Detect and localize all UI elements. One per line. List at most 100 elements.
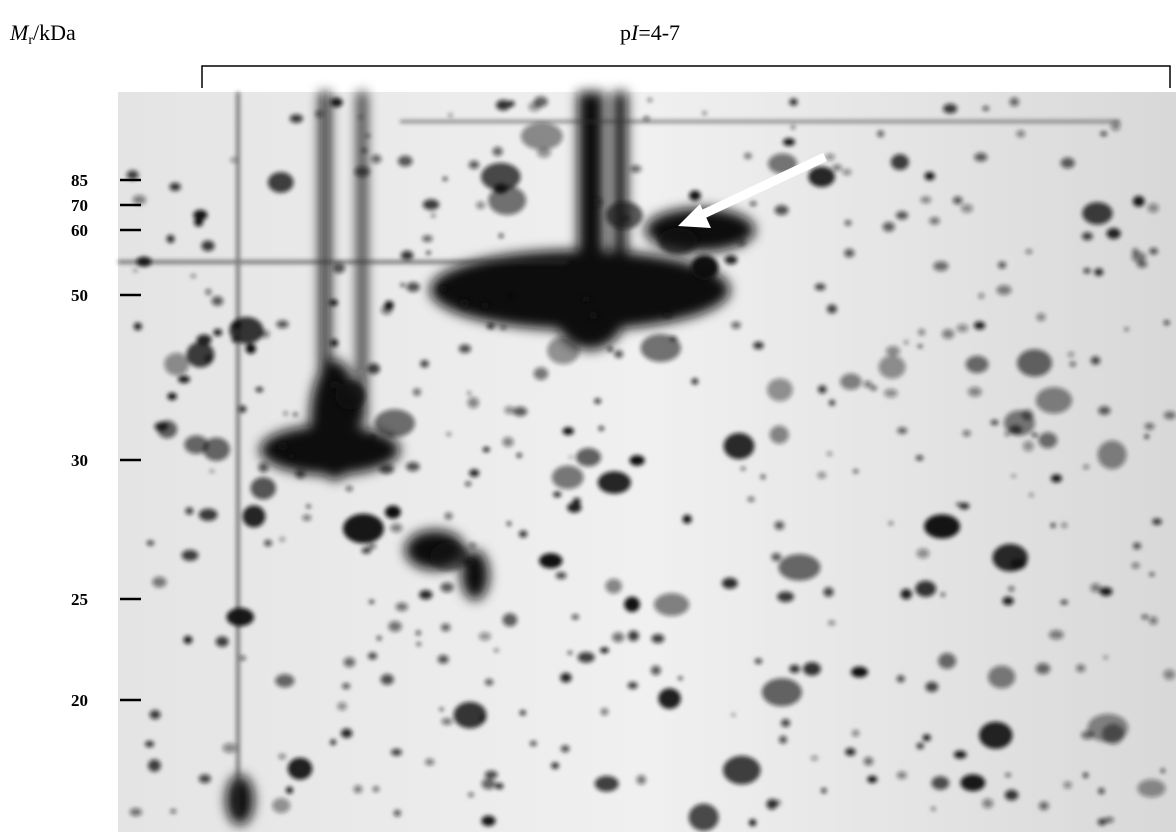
- spot: [1005, 773, 1011, 777]
- spot: [133, 269, 138, 273]
- spot: [385, 506, 401, 519]
- spot: [1103, 656, 1108, 660]
- spot: [1149, 248, 1158, 255]
- spot: [521, 123, 563, 150]
- spot: [889, 521, 893, 525]
- spot: [272, 798, 290, 813]
- spot: [829, 400, 835, 406]
- spot: [1094, 268, 1103, 275]
- spot: [821, 788, 826, 793]
- spot: [744, 153, 751, 159]
- marker-label: 30: [71, 451, 88, 470]
- spot: [1051, 474, 1062, 482]
- spot: [1132, 563, 1140, 569]
- spot: [284, 412, 288, 416]
- spot: [1026, 249, 1033, 253]
- spot: [938, 653, 956, 669]
- spot: [416, 642, 421, 646]
- spot: [293, 413, 298, 416]
- spot: [818, 385, 827, 393]
- spot: [943, 104, 957, 114]
- spot: [413, 388, 421, 396]
- spot: [341, 729, 352, 738]
- spot: [184, 435, 208, 454]
- spot: [1002, 597, 1013, 606]
- spot: [482, 778, 496, 789]
- spot: [767, 378, 793, 401]
- spot: [170, 183, 181, 191]
- spot: [487, 323, 494, 329]
- spot: [1029, 493, 1033, 497]
- spot: [251, 477, 276, 499]
- marker-label: 60: [71, 221, 88, 240]
- spot: [459, 299, 469, 309]
- spot: [431, 214, 435, 218]
- spot: [216, 636, 229, 647]
- spot: [485, 771, 498, 779]
- spot: [879, 356, 906, 379]
- spot: [368, 652, 377, 659]
- spot: [741, 467, 745, 470]
- spot: [246, 344, 256, 354]
- spot: [464, 559, 475, 566]
- spot: [534, 96, 548, 107]
- spot: [1100, 132, 1107, 136]
- spot: [406, 282, 419, 292]
- spot: [454, 702, 487, 729]
- spot: [1083, 268, 1090, 273]
- spot: [384, 301, 393, 310]
- spot: [337, 702, 347, 710]
- spot: [724, 433, 755, 459]
- spot: [513, 407, 527, 416]
- spot: [725, 255, 738, 264]
- spot: [1142, 615, 1149, 619]
- spot: [449, 113, 453, 117]
- spot: [647, 98, 652, 101]
- spot: [441, 582, 454, 592]
- spot: [483, 447, 490, 452]
- spot: [1098, 819, 1107, 826]
- spot: [1133, 543, 1141, 550]
- spot: [242, 505, 265, 527]
- spot: [150, 710, 161, 719]
- spot: [941, 593, 946, 597]
- spot: [998, 262, 1006, 269]
- spot: [870, 386, 877, 391]
- spot: [371, 155, 381, 164]
- spot: [961, 204, 973, 213]
- spot: [738, 239, 746, 246]
- spot: [201, 240, 214, 251]
- spot: [974, 153, 987, 162]
- spot: [447, 433, 451, 436]
- spot: [1036, 387, 1072, 413]
- spot: [148, 759, 161, 771]
- spot: [239, 656, 245, 661]
- spot: [979, 293, 985, 299]
- spot: [954, 751, 967, 759]
- spot: [974, 322, 985, 330]
- spot: [1008, 586, 1014, 591]
- spot: [355, 166, 370, 176]
- spot: [863, 381, 872, 388]
- spot: [502, 437, 513, 447]
- spot: [264, 540, 272, 547]
- spot: [1102, 724, 1124, 745]
- spot: [770, 426, 789, 444]
- spot: [1145, 423, 1155, 430]
- spot: [897, 675, 905, 682]
- spot: [286, 787, 293, 794]
- spot: [459, 344, 471, 353]
- marker-label: 70: [71, 196, 88, 215]
- spot: [193, 210, 207, 220]
- spot: [184, 636, 193, 644]
- spot: [1137, 261, 1147, 268]
- spot: [167, 393, 176, 400]
- spot: [678, 677, 682, 680]
- spot: [145, 741, 154, 747]
- spot: [443, 177, 448, 181]
- spot: [979, 722, 1012, 749]
- spot: [223, 743, 238, 753]
- spot: [1090, 583, 1101, 592]
- spot: [917, 548, 930, 558]
- spot: [560, 673, 571, 683]
